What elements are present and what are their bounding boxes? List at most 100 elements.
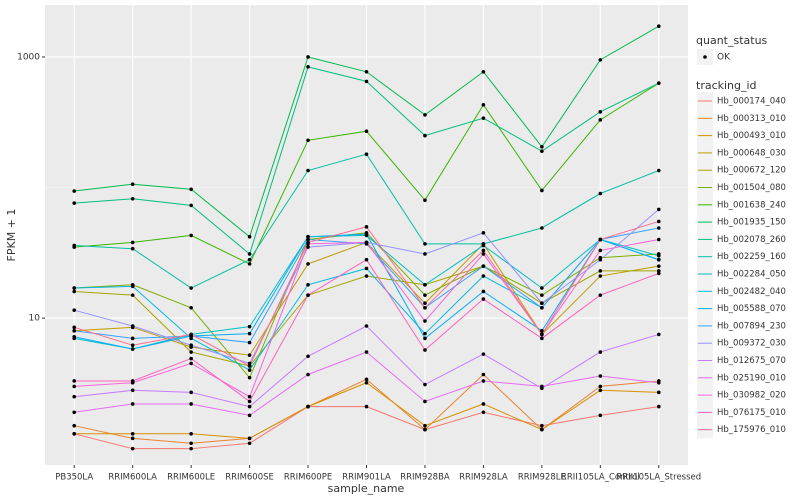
data-point xyxy=(540,293,544,297)
data-point xyxy=(423,113,427,117)
legend-label: Hb_002482_040 xyxy=(717,287,786,297)
data-point xyxy=(598,257,603,262)
data-point xyxy=(481,352,486,356)
data-point xyxy=(247,364,252,368)
legend-label: Hb_076175_010 xyxy=(717,408,786,418)
data-point xyxy=(364,274,369,278)
data-point xyxy=(540,226,544,230)
data-point xyxy=(72,201,77,205)
data-point xyxy=(481,372,486,377)
data-point xyxy=(540,427,544,432)
data-point xyxy=(189,286,193,290)
y-tick-label: 10 xyxy=(29,314,41,324)
data-point xyxy=(189,441,193,446)
data-point xyxy=(189,350,193,354)
data-point xyxy=(72,325,77,330)
data-point xyxy=(423,282,427,287)
data-point xyxy=(247,413,252,418)
data-point xyxy=(423,293,427,297)
data-point xyxy=(189,361,193,366)
data-point xyxy=(481,410,486,415)
data-point xyxy=(481,116,486,120)
data-point xyxy=(540,423,544,428)
data-point xyxy=(72,432,77,436)
y-axis-title: FPKM + 1 xyxy=(5,209,18,262)
data-point xyxy=(656,390,661,395)
legend-label: Hb_002259_160 xyxy=(717,252,786,262)
data-point xyxy=(423,382,427,387)
data-point xyxy=(130,347,135,351)
data-point xyxy=(481,402,486,406)
y-tick-label: 1000 xyxy=(17,52,40,62)
data-point xyxy=(72,286,77,290)
data-point xyxy=(598,110,603,114)
data-point xyxy=(481,103,486,107)
x-tick-label: PB350LA xyxy=(55,473,93,483)
data-point xyxy=(189,356,193,361)
data-point xyxy=(540,328,544,333)
data-point xyxy=(481,297,486,301)
data-point xyxy=(306,168,310,173)
data-point xyxy=(130,284,135,289)
data-point xyxy=(656,404,661,409)
data-point xyxy=(656,237,661,242)
data-point xyxy=(364,404,369,409)
data-point xyxy=(130,246,135,251)
data-point xyxy=(364,377,369,382)
data-point xyxy=(656,226,661,230)
data-point xyxy=(72,423,77,428)
data-point xyxy=(306,240,310,245)
data-point xyxy=(364,324,369,328)
data-point xyxy=(364,350,369,354)
data-point xyxy=(481,379,486,383)
legend-label: OK xyxy=(717,53,731,63)
data-point xyxy=(130,182,135,187)
data-point xyxy=(306,293,310,297)
legend-label: Hb_000174_040 xyxy=(717,97,786,107)
data-point xyxy=(540,301,544,306)
data-point xyxy=(481,289,486,294)
data-point xyxy=(481,231,486,235)
data-point xyxy=(72,384,77,389)
x-tick-label: RRIM928LE xyxy=(518,473,566,483)
legend-label: Hb_002284_050 xyxy=(717,270,786,280)
data-point xyxy=(306,237,310,242)
data-point xyxy=(598,293,603,297)
data-point xyxy=(189,233,193,238)
data-point xyxy=(656,271,661,276)
x-tick-label: RRIM600LA xyxy=(108,473,157,483)
data-point xyxy=(540,286,544,290)
data-point xyxy=(247,399,252,404)
data-point xyxy=(189,187,193,192)
x-tick-label: RRII105LA_Control xyxy=(561,473,640,483)
data-point xyxy=(189,305,193,310)
data-point xyxy=(364,232,369,236)
data-point xyxy=(130,436,135,441)
data-point xyxy=(364,380,369,385)
data-point xyxy=(247,361,252,366)
legend-label: Hb_000493_010 xyxy=(717,131,786,141)
data-point xyxy=(130,240,135,245)
data-point xyxy=(130,324,135,328)
data-point xyxy=(130,343,135,348)
legend-label: Hb_030982_020 xyxy=(717,391,786,401)
data-point xyxy=(423,331,427,336)
data-point xyxy=(481,69,486,74)
x-tick-label: RRIM928LA xyxy=(459,473,508,483)
data-point xyxy=(423,348,427,352)
data-point xyxy=(189,432,193,436)
legend-label: Hb_001504_080 xyxy=(717,183,786,193)
legend-title: quant_status xyxy=(696,34,768,47)
data-point xyxy=(72,379,77,383)
data-point xyxy=(72,308,77,312)
data-point xyxy=(306,65,310,69)
data-point xyxy=(656,24,661,29)
data-point xyxy=(423,301,427,306)
data-point xyxy=(423,319,427,323)
data-point xyxy=(130,432,135,436)
data-point xyxy=(540,305,544,310)
data-point xyxy=(540,384,544,389)
data-point xyxy=(364,152,369,157)
data-point xyxy=(423,423,427,428)
